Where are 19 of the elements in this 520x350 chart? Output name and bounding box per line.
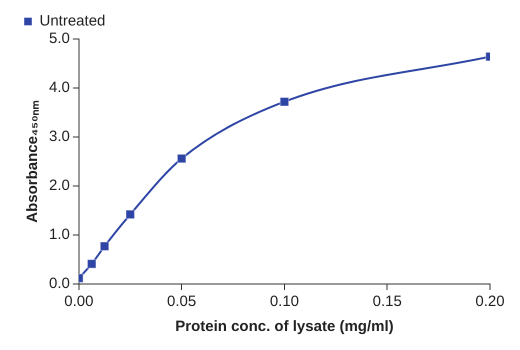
x-tick-label: 0.20 bbox=[475, 293, 505, 310]
point bbox=[176, 154, 186, 164]
y-tick-label: 1.0 bbox=[48, 226, 70, 244]
point bbox=[126, 210, 135, 220]
x-tick-label: 0.15 bbox=[372, 293, 402, 310]
y-tick-label: 4.0 bbox=[48, 79, 70, 96]
x-axis-title: Protein conc. of lysate (mg/ml) bbox=[175, 318, 394, 336]
point bbox=[86, 259, 96, 269]
x-tick-label: 0.00 bbox=[64, 293, 94, 310]
y-tick-label: 0.0 bbox=[48, 275, 70, 292]
y-tick-label: 3.0 bbox=[48, 128, 70, 146]
y-axis-title: Absorbance₄₅₀ₙₘ bbox=[24, 100, 42, 223]
y-tick-label: 2.0 bbox=[48, 177, 70, 194]
point bbox=[280, 96, 290, 106]
y-tick-label: 5.0 bbox=[48, 30, 70, 48]
point bbox=[100, 242, 110, 252]
x-tick-label: 0.10 bbox=[270, 293, 300, 310]
legend-label: Untreated bbox=[40, 12, 106, 30]
x-tick-label: 0.05 bbox=[167, 293, 196, 310]
